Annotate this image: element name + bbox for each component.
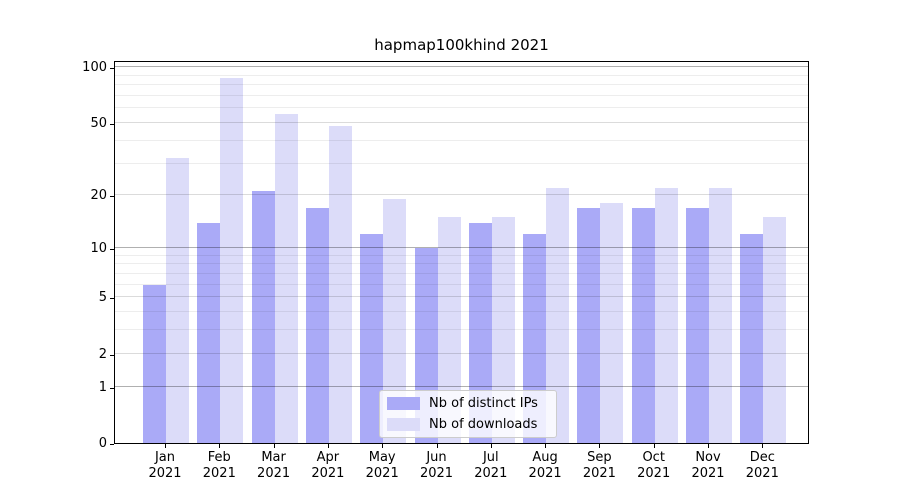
chart-title: hapmap100khind 2021 bbox=[374, 36, 549, 54]
y-tick-mark-1 bbox=[110, 387, 114, 389]
bar-distinct-ips-oct bbox=[631, 207, 655, 443]
gridline-y-90 bbox=[115, 74, 808, 76]
y-tick-label-5: 5 bbox=[98, 290, 107, 306]
x-tick-year-aug: 2021 bbox=[528, 466, 562, 481]
gridline-y-50 bbox=[115, 122, 808, 123]
y-tick-label-50: 50 bbox=[90, 116, 107, 131]
x-tick-label-may: May 2021 bbox=[350, 450, 414, 482]
x-tick-label-sep: Sep 2021 bbox=[567, 450, 631, 482]
y-tick-mark-50 bbox=[110, 124, 114, 125]
x-tick-year-nov: 2021 bbox=[691, 466, 725, 481]
bar-downloads-aug bbox=[546, 187, 570, 443]
y-tick-label-10: 10 bbox=[90, 240, 107, 256]
bar-downloads-oct bbox=[654, 187, 678, 443]
x-tick-label-mar: Mar 2021 bbox=[242, 450, 306, 482]
x-tick-label-jul: Jul 2021 bbox=[459, 450, 523, 482]
x-tick-mark-oct bbox=[653, 444, 655, 448]
y-tick-label-1: 1 bbox=[98, 379, 107, 395]
x-tick-mark-sep bbox=[599, 444, 601, 448]
bar-downloads-dec bbox=[763, 217, 787, 443]
y-tick-label-0: 0 bbox=[98, 436, 107, 451]
bar-distinct-ips-nov bbox=[686, 207, 709, 443]
x-tick-mark-nov bbox=[708, 444, 709, 448]
x-tick-year-may: 2021 bbox=[365, 466, 399, 481]
x-tick-mark-dec bbox=[762, 444, 764, 448]
x-tick-label-nov: Nov 2021 bbox=[676, 450, 740, 482]
y-tick-label-20: 20 bbox=[90, 188, 107, 204]
x-tick-year-jun: 2021 bbox=[419, 466, 454, 481]
x-tick-mark-jul bbox=[490, 444, 492, 448]
x-tick-mark-jan bbox=[165, 444, 166, 448]
bar-downloads-apr bbox=[328, 126, 352, 443]
x-tick-label-jun: Jun 2021 bbox=[405, 450, 469, 482]
x-tick-year-mar: 2021 bbox=[257, 466, 291, 481]
plot-area: Nb of distinct IPs Nb of downloads bbox=[114, 61, 809, 444]
gridline-y-60 bbox=[115, 107, 808, 109]
bar-downloads-nov bbox=[709, 187, 732, 443]
x-tick-year-dec: 2021 bbox=[745, 466, 779, 481]
legend-item-distinct-ips: Nb of distinct IPs bbox=[387, 394, 549, 414]
bar-downloads-jan bbox=[166, 158, 189, 443]
y-tick-mark-5 bbox=[110, 298, 114, 300]
y-tick-mark-2 bbox=[110, 354, 114, 356]
x-tick-mark-feb bbox=[219, 444, 221, 448]
bar-distinct-ips-jan bbox=[143, 284, 166, 443]
bar-downloads-jul bbox=[491, 217, 515, 443]
gridline-y-80 bbox=[115, 84, 808, 86]
x-tick-label-feb: Feb 2021 bbox=[187, 450, 251, 482]
x-tick-label-dec: Dec 2021 bbox=[730, 450, 794, 482]
bar-downloads-may bbox=[383, 199, 407, 443]
bar-distinct-ips-sep bbox=[577, 207, 601, 443]
y-tick-mark-0 bbox=[110, 444, 114, 445]
legend: Nb of distinct IPs Nb of downloads bbox=[379, 390, 557, 438]
gridline-y-70 bbox=[115, 95, 808, 97]
gridline-y-30 bbox=[115, 162, 808, 164]
x-tick-year-apr: 2021 bbox=[311, 466, 345, 481]
x-tick-label-oct: Oct 2021 bbox=[622, 450, 686, 482]
bar-distinct-ips-jul bbox=[468, 222, 492, 443]
x-tick-year-oct: 2021 bbox=[637, 466, 671, 481]
x-tick-year-jul: 2021 bbox=[474, 466, 508, 481]
x-tick-label-jan: Jan 2021 bbox=[133, 450, 197, 482]
legend-item-downloads: Nb of downloads bbox=[387, 414, 549, 434]
x-tick-mark-aug bbox=[545, 444, 547, 448]
x-tick-year-jan: 2021 bbox=[148, 466, 182, 481]
x-tick-mark-may bbox=[382, 444, 384, 448]
x-tick-mark-mar bbox=[273, 444, 275, 448]
bar-distinct-ips-mar bbox=[251, 191, 275, 443]
gridline-y-40 bbox=[115, 139, 808, 141]
x-tick-mark-apr bbox=[327, 444, 329, 448]
legend-swatch-distinct-ips bbox=[387, 397, 420, 411]
x-tick-label-aug: Aug 2021 bbox=[513, 450, 577, 482]
bar-distinct-ips-dec bbox=[740, 234, 764, 443]
y-tick-mark-10 bbox=[110, 248, 114, 250]
y-tick-label-2: 2 bbox=[98, 346, 107, 362]
gridline-y-20 bbox=[115, 194, 808, 196]
bar-downloads-mar bbox=[274, 113, 298, 443]
y-tick-mark-20 bbox=[110, 196, 114, 198]
y-tick-mark-100 bbox=[110, 68, 114, 70]
bar-downloads-feb bbox=[220, 77, 244, 443]
bar-distinct-ips-may bbox=[360, 234, 384, 443]
bar-downloads-jun bbox=[437, 217, 461, 443]
gridline-y-100 bbox=[115, 66, 808, 68]
bar-downloads-sep bbox=[600, 203, 624, 443]
y-tick-label-100: 100 bbox=[82, 60, 107, 76]
x-tick-label-apr: Apr 2021 bbox=[296, 450, 360, 482]
x-tick-year-feb: 2021 bbox=[202, 466, 236, 481]
x-tick-year-sep: 2021 bbox=[582, 466, 616, 481]
legend-label-distinct-ips: Nb of distinct IPs bbox=[429, 396, 538, 412]
legend-label-downloads: Nb of downloads bbox=[429, 416, 538, 432]
bar-distinct-ips-feb bbox=[197, 222, 221, 443]
bar-distinct-ips-apr bbox=[305, 207, 329, 443]
x-tick-mark-jun bbox=[436, 444, 438, 448]
legend-swatch-downloads bbox=[387, 417, 420, 431]
